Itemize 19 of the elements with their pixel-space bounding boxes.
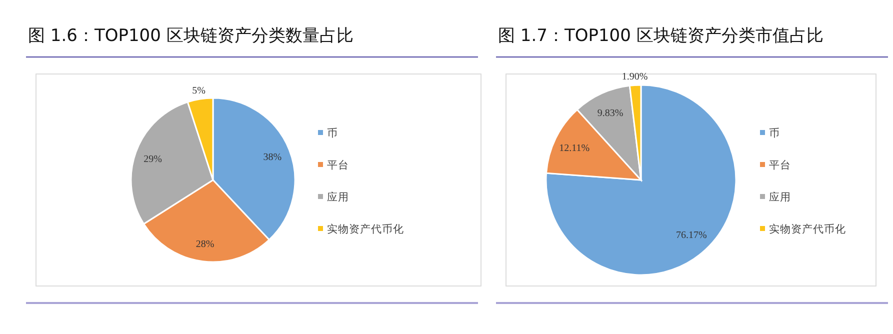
- legend-label: 实物资产代币化: [769, 222, 846, 236]
- legend-label: 应用: [327, 190, 349, 204]
- data-label: 5%: [192, 86, 206, 97]
- legend-label: 实物资产代币化: [327, 222, 404, 236]
- pie-slice: [545, 84, 737, 276]
- data-label: 29%: [144, 154, 162, 165]
- legend-label: 平台: [769, 158, 791, 172]
- chart-title: 图 1.6：TOP100 区块链资产分类数量占比: [28, 26, 354, 46]
- data-label: 76.17%: [676, 230, 707, 241]
- data-label: 1.90%: [622, 72, 648, 83]
- data-label: 12.11%: [559, 143, 590, 154]
- legend-label: 应用: [769, 190, 791, 204]
- legend-label: 币: [769, 126, 780, 140]
- data-label: 28%: [196, 238, 214, 250]
- legend-label: 平台: [327, 158, 349, 172]
- legend-label: 币: [327, 126, 338, 140]
- data-label: 9.83%: [597, 108, 624, 120]
- data-label: 38%: [263, 152, 282, 163]
- chart-title: 图 1.7：TOP100 区块链资产分类市值占比: [498, 26, 824, 46]
